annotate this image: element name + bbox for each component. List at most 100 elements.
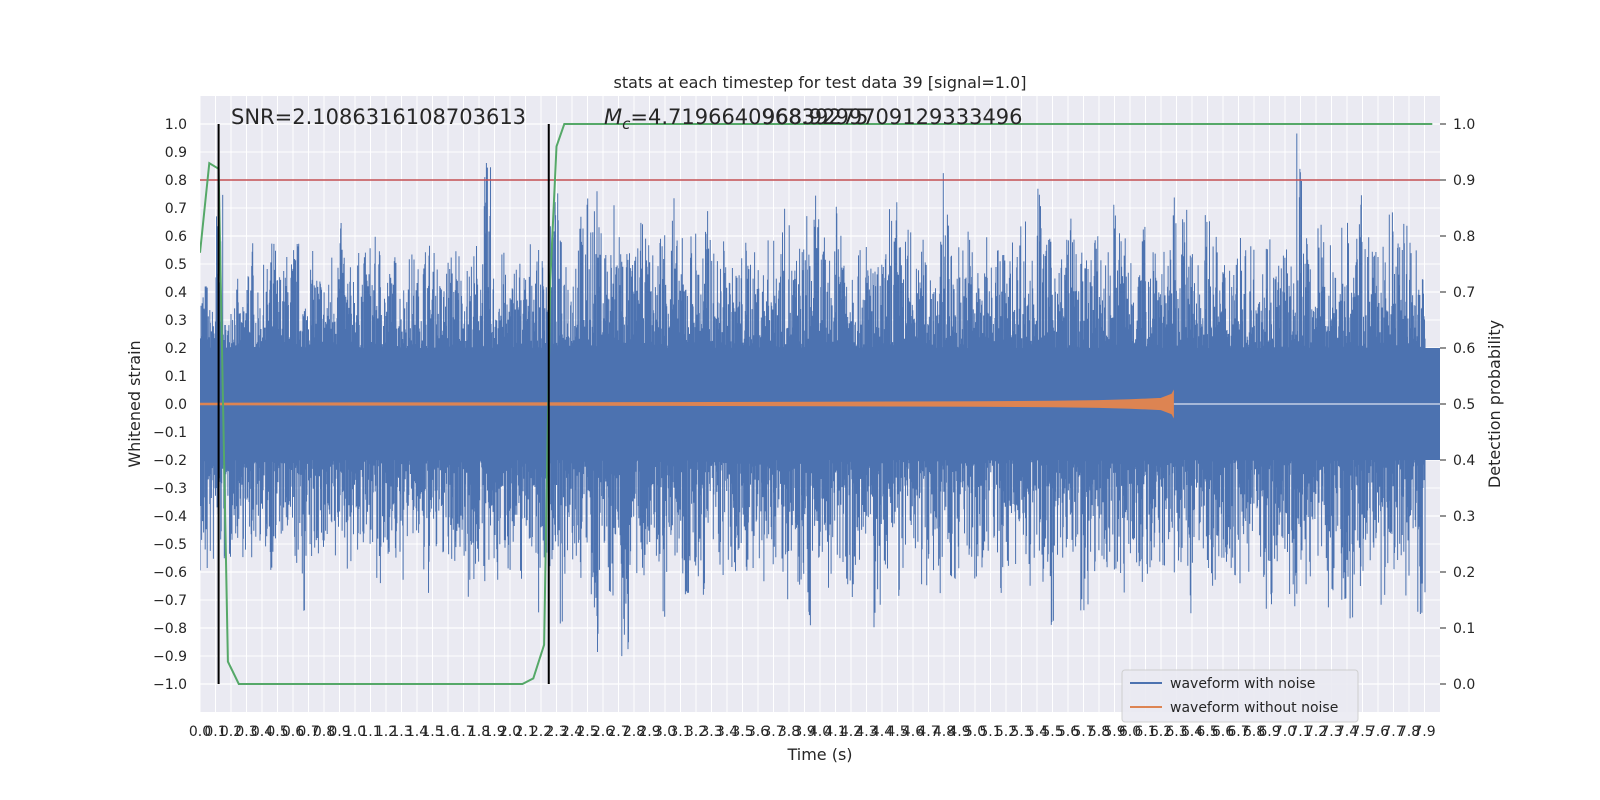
x-tick-label: 5.3 bbox=[1010, 724, 1032, 740]
x-tick-label: 3.3 bbox=[700, 724, 722, 740]
y-tick-label-right: 0.1 bbox=[1453, 621, 1475, 637]
x-tick-label: 7.5 bbox=[1351, 724, 1373, 740]
y-axis-right-ticks: 1.0 0.9 0.8 0.7 0.6 0.5 0.4 0.3 0.2 0.1 0.0 bbox=[1440, 117, 1475, 693]
x-tick-label: 2.0 bbox=[499, 724, 521, 740]
x-axis-ticks: 0.00.10.20.30.40.50.60.70.80.91.01.11.21… bbox=[189, 724, 1436, 740]
y-tick-label-right: 0.3 bbox=[1453, 509, 1475, 525]
clean-waveform bbox=[200, 389, 1174, 419]
x-tick-label: 1.3 bbox=[390, 724, 412, 740]
x-tick-label: 5.8 bbox=[1088, 724, 1110, 740]
x-tick-label: 1.7 bbox=[452, 724, 474, 740]
x-tick-label: 4.2 bbox=[840, 724, 862, 740]
y-tick-label-left: 0.1 bbox=[165, 369, 187, 385]
x-tick-label: 7.4 bbox=[1336, 724, 1358, 740]
x-tick-label: 6.7 bbox=[1227, 724, 1249, 740]
x-tick-label: 1.6 bbox=[437, 724, 459, 740]
x-tick-label: 3.5 bbox=[731, 724, 753, 740]
y-tick-label-right: 1.0 bbox=[1453, 117, 1475, 133]
y-tick-label-left: 0.7 bbox=[165, 201, 187, 217]
x-tick-label: 2.3 bbox=[545, 724, 567, 740]
x-tick-label: 5.6 bbox=[1057, 724, 1079, 740]
x-tick-label: 5.0 bbox=[964, 724, 986, 740]
x-tick-label: 6.4 bbox=[1181, 724, 1203, 740]
x-tick-label: 7.2 bbox=[1305, 724, 1327, 740]
x-tick-label: 1.2 bbox=[375, 724, 397, 740]
x-tick-label: 3.4 bbox=[716, 724, 738, 740]
y-axis-label-right: Detection probability bbox=[1485, 320, 1504, 488]
y-tick-label-left: 1.0 bbox=[165, 117, 187, 133]
y-tick-label-right: 0.6 bbox=[1453, 341, 1475, 357]
x-tick-label: 2.5 bbox=[576, 724, 598, 740]
x-tick-label: 1.8 bbox=[468, 724, 490, 740]
x-tick-label: 7.1 bbox=[1289, 724, 1311, 740]
x-tick-label: 0.3 bbox=[235, 724, 257, 740]
mc-annotation: Mc=4.719664096839275 bbox=[604, 105, 868, 133]
x-tick-label: 4.7 bbox=[917, 724, 939, 740]
y-tick-label-left: 0.8 bbox=[165, 173, 187, 189]
x-tick-label: 4.8 bbox=[933, 724, 955, 740]
y-tick-label-left: −1.0 bbox=[153, 677, 187, 693]
x-tick-label: 3.7 bbox=[762, 724, 784, 740]
x-tick-label: 3.8 bbox=[778, 724, 800, 740]
x-tick-label: 5.9 bbox=[1103, 724, 1125, 740]
x-tick-label: 5.1 bbox=[979, 724, 1001, 740]
x-tick-label: 1.1 bbox=[359, 724, 381, 740]
y-tick-label-left: −0.8 bbox=[153, 621, 187, 637]
x-tick-label: 0.0 bbox=[189, 724, 211, 740]
x-tick-label: 2.8 bbox=[623, 724, 645, 740]
y-tick-label-left: −0.4 bbox=[153, 509, 187, 525]
x-tick-label: 7.0 bbox=[1274, 724, 1296, 740]
x-tick-label: 7.9 bbox=[1413, 724, 1435, 740]
y-tick-label-left: 0.6 bbox=[165, 229, 187, 245]
x-tick-label: 4.1 bbox=[824, 724, 846, 740]
y-tick-label-left: 0.0 bbox=[165, 397, 187, 413]
x-tick-label: 1.5 bbox=[421, 724, 443, 740]
y-tick-label-right: 0.8 bbox=[1453, 229, 1475, 245]
x-tick-label: 6.0 bbox=[1119, 724, 1141, 740]
x-tick-label: 4.6 bbox=[902, 724, 924, 740]
series-detection-probability bbox=[200, 123, 1433, 685]
y-tick-label-right: 0.4 bbox=[1453, 453, 1475, 469]
x-tick-label: 7.8 bbox=[1398, 724, 1420, 740]
x-tick-label: 6.1 bbox=[1134, 724, 1156, 740]
x-axis-label: Time (s) bbox=[786, 745, 852, 764]
y-tick-label-left: 0.4 bbox=[165, 285, 187, 301]
y-tick-label-right: 0.2 bbox=[1453, 565, 1475, 581]
x-tick-label: 4.5 bbox=[886, 724, 908, 740]
x-tick-label: 1.0 bbox=[344, 724, 366, 740]
x-tick-label: 3.9 bbox=[793, 724, 815, 740]
x-tick-label: 3.2 bbox=[685, 724, 707, 740]
x-tick-label: 6.6 bbox=[1212, 724, 1234, 740]
x-tick-label: 2.7 bbox=[607, 724, 629, 740]
x-tick-label: 0.9 bbox=[328, 724, 350, 740]
x-tick-label: 6.3 bbox=[1165, 724, 1187, 740]
x-tick-label: 0.4 bbox=[251, 724, 273, 740]
x-tick-label: 5.5 bbox=[1041, 724, 1063, 740]
y-tick-label-left: 0.9 bbox=[165, 145, 187, 161]
x-tick-label: 4.4 bbox=[871, 724, 893, 740]
x-tick-label: 5.7 bbox=[1072, 724, 1094, 740]
x-tick-label: 6.5 bbox=[1196, 724, 1218, 740]
x-tick-label: 2.4 bbox=[561, 724, 583, 740]
x-tick-label: 2.2 bbox=[530, 724, 552, 740]
x-tick-label: 2.9 bbox=[638, 724, 660, 740]
x-tick-label: 6.2 bbox=[1150, 724, 1172, 740]
x-tick-label: 0.5 bbox=[266, 724, 288, 740]
detection-probability-line bbox=[200, 123, 1433, 685]
x-tick-label: 0.1 bbox=[204, 724, 226, 740]
x-tick-label: 4.3 bbox=[855, 724, 877, 740]
x-tick-label: 6.9 bbox=[1258, 724, 1280, 740]
y-tick-label-right: 0.0 bbox=[1453, 677, 1475, 693]
y-tick-label-left: 0.2 bbox=[165, 341, 187, 357]
y-tick-label-left: −0.5 bbox=[153, 537, 187, 553]
mc-value: =4.719664096839275 bbox=[630, 105, 868, 129]
snr-annotation: SNR=2.1086316108703613 bbox=[231, 105, 526, 129]
x-tick-label: 5.2 bbox=[995, 724, 1017, 740]
x-tick-label: 1.9 bbox=[483, 724, 505, 740]
x-tick-label: 5.4 bbox=[1026, 724, 1048, 740]
y-tick-label-left: −0.6 bbox=[153, 565, 187, 581]
y-tick-label-right: 0.5 bbox=[1453, 397, 1475, 413]
y-axis-left-ticks: 1.0 0.9 0.8 0.7 0.6 0.5 0.4 0.3 0.2 0.1 0.0 −0.1 −0.… bbox=[153, 117, 187, 693]
x-tick-label: 0.6 bbox=[282, 724, 304, 740]
